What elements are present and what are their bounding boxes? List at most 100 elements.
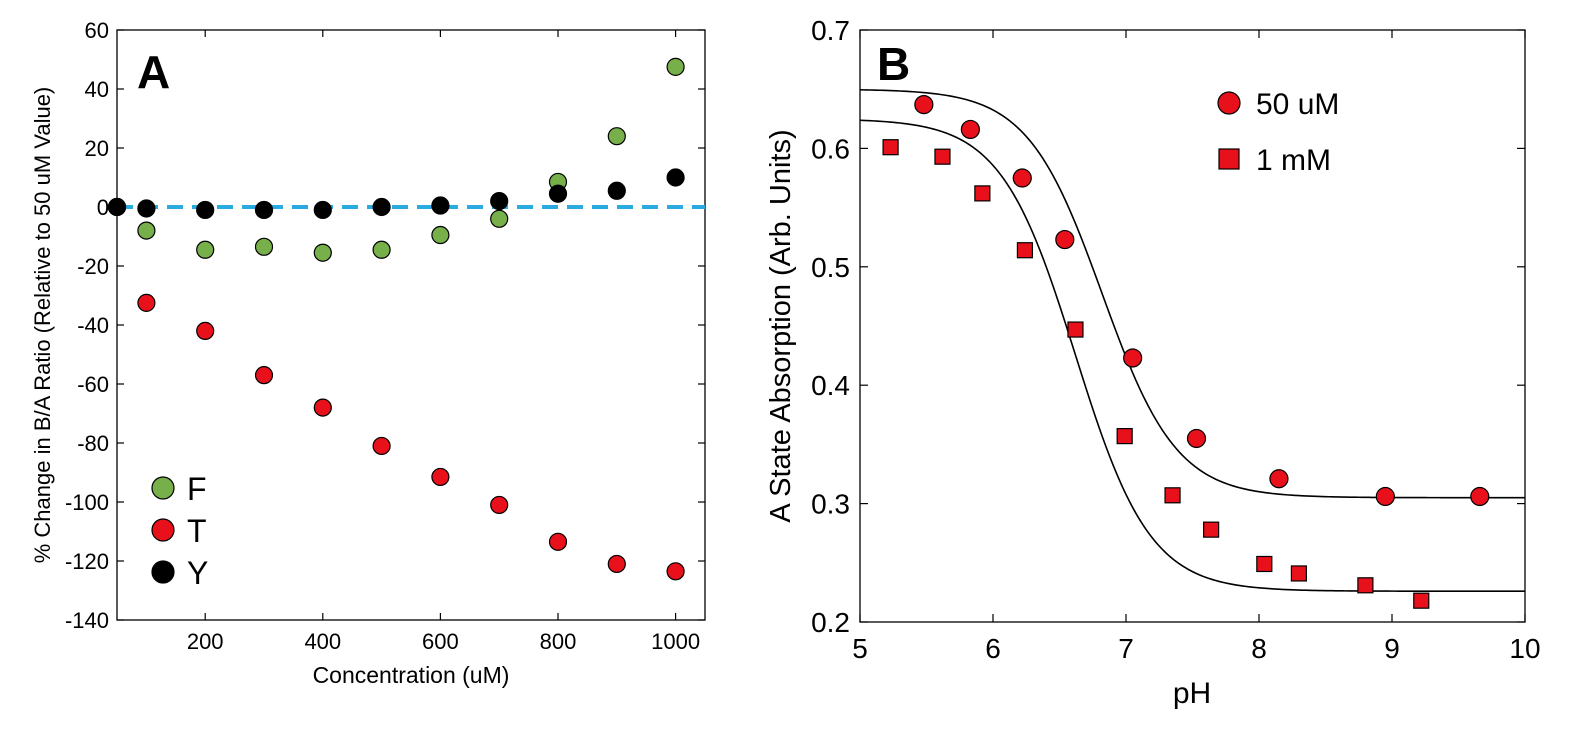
panel-b-ticks xyxy=(859,29,1526,623)
data-point-y xyxy=(196,200,215,220)
legend-marker xyxy=(1217,91,1241,115)
panel-a-x-axis-label: Concentration (uM) xyxy=(313,662,510,688)
fit-curve xyxy=(859,89,1526,499)
data-point-t xyxy=(313,398,332,417)
x-tick-label: 400 xyxy=(304,629,341,654)
data-point-t xyxy=(548,532,568,551)
data-point-50um xyxy=(1012,168,1032,188)
data-point-f xyxy=(313,243,332,262)
panel-a-legend: FTY xyxy=(151,471,208,591)
data-point-50um xyxy=(1269,469,1289,489)
data-point-y xyxy=(431,196,450,215)
data-point-y xyxy=(490,192,509,211)
panel-a-chart: 200 400 600 800 10006040200-20-40-60-80-100-… xyxy=(30,18,706,688)
data-point-50um xyxy=(1055,229,1075,250)
data-point-1mm xyxy=(1016,242,1034,259)
legend-label: T xyxy=(187,513,207,549)
data-point-1mm xyxy=(1164,487,1181,504)
panel-b-chart: 5 6 7 8 9 10 0.7 0.6 0.5 0.4 0.3 0.2 B pH A State A… xyxy=(765,15,1541,710)
panel-a-plot-area xyxy=(116,29,706,621)
legend-label: 50 uM xyxy=(1256,88,1339,121)
y-tick-label: -100 xyxy=(65,490,109,515)
data-point-y xyxy=(107,197,127,217)
panel-a-tick-labels: 200 400 600 800 10006040200-20-40-60-80-100-… xyxy=(65,18,700,654)
legend-marker xyxy=(151,476,175,500)
y-tick-label: 0.4 xyxy=(811,370,850,401)
panel-b-fit-curves xyxy=(859,89,1526,593)
data-point-f xyxy=(490,209,509,228)
data-point-f xyxy=(607,127,626,146)
x-tick-label: 200 xyxy=(187,629,224,654)
data-point-50um xyxy=(1123,348,1143,368)
data-point-50um xyxy=(960,119,980,140)
data-point-50um xyxy=(1375,486,1395,507)
y-tick-label: 0.5 xyxy=(811,252,850,283)
panel-b-letter: B xyxy=(877,38,910,90)
data-point-t xyxy=(431,467,450,487)
y-tick-label: 0.7 xyxy=(811,15,850,46)
y-tick-label: 20 xyxy=(85,136,109,161)
data-point-1mm xyxy=(1116,428,1133,445)
y-tick-label: -120 xyxy=(65,549,109,574)
panel-b-y-axis-label: A State Absorption (Arb. Units) xyxy=(765,129,797,522)
x-tick-label: 1000 xyxy=(651,629,700,654)
data-point-y xyxy=(137,199,156,218)
data-point-50um xyxy=(914,94,934,115)
data-point-1mm xyxy=(1203,521,1220,538)
data-point-t xyxy=(254,366,274,385)
data-point-1mm xyxy=(1357,577,1374,594)
legend-label: 1 mM xyxy=(1256,144,1331,177)
y-tick-label: -40 xyxy=(77,313,109,338)
x-tick-label: 8 xyxy=(1251,633,1267,664)
panel-b-x-axis-label: pH xyxy=(1173,677,1211,710)
data-point-t xyxy=(490,495,509,515)
y-tick-label: -80 xyxy=(77,431,109,456)
x-tick-label: 7 xyxy=(1118,633,1134,664)
fit-curve xyxy=(859,119,1525,593)
data-point-t xyxy=(372,436,391,456)
panel-b-tick-labels: 5 6 7 8 9 10 0.7 0.6 0.5 0.4 0.3 0.2 xyxy=(811,15,1541,664)
x-tick-label: 6 xyxy=(985,633,1001,664)
data-point-y xyxy=(666,168,685,187)
data-point-t xyxy=(196,321,215,340)
panel-a-y-axis-label: % Change in B/A Ratio (Relative to 50 uM… xyxy=(30,87,55,564)
legend-label: Y xyxy=(187,555,208,591)
panel-b-plot-area xyxy=(859,29,1526,623)
data-point-y xyxy=(607,181,626,200)
legend-label: F xyxy=(187,471,207,507)
data-point-1mm xyxy=(882,139,899,156)
data-point-1mm xyxy=(1067,321,1084,338)
x-tick-label: 800 xyxy=(540,629,577,654)
legend-marker xyxy=(151,560,175,584)
data-point-f xyxy=(431,225,450,245)
panel-a-letter: A xyxy=(137,46,170,98)
legend-marker xyxy=(151,518,175,542)
data-point-50um xyxy=(1470,486,1490,507)
data-point-f xyxy=(137,221,156,240)
data-point-y xyxy=(372,197,391,217)
y-tick-label: -20 xyxy=(77,254,109,279)
y-tick-label: -60 xyxy=(77,372,109,397)
data-point-1mm xyxy=(934,148,951,165)
data-point-t xyxy=(607,554,626,574)
data-point-f xyxy=(196,240,215,259)
legend-marker xyxy=(1218,148,1240,170)
data-point-t xyxy=(137,293,156,312)
y-tick-label: -140 xyxy=(65,608,109,633)
panel-a-ticks xyxy=(117,29,705,621)
data-point-f xyxy=(254,237,274,256)
x-tick-label: 600 xyxy=(422,629,459,654)
data-point-50um xyxy=(1186,428,1207,449)
x-tick-label: 9 xyxy=(1384,633,1400,664)
y-tick-label: 0.6 xyxy=(811,133,850,164)
data-point-1mm xyxy=(1290,565,1308,582)
data-point-f xyxy=(666,57,685,76)
panel-b-data-points xyxy=(882,94,1490,609)
panel-a-data-points xyxy=(107,57,685,581)
x-tick-label: 10 xyxy=(1509,633,1540,664)
panel-b-legend: 50 uM 1 mM xyxy=(1217,88,1339,177)
data-point-y xyxy=(254,200,274,220)
data-point-1mm xyxy=(974,185,991,202)
y-tick-label: 0 xyxy=(97,195,109,220)
